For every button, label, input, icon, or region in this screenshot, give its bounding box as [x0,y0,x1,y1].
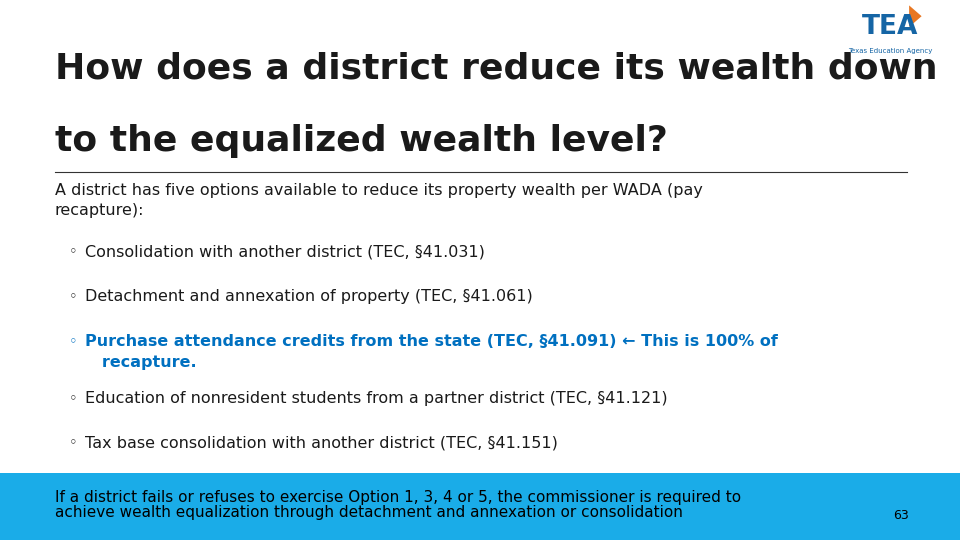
Text: ◦: ◦ [69,334,78,349]
Text: If a district fails or refuses to exercise Option 1, 3, 4 or 5, the commissioner: If a district fails or refuses to exerci… [55,490,741,505]
Text: Detachment and annexation of property (TEC, §41.061): Detachment and annexation of property (T… [85,289,533,305]
Text: ◦: ◦ [69,289,78,305]
Text: Purchase attendance credits from the state (TEC, §41.091) ← This is 100% of: Purchase attendance credits from the sta… [85,334,779,349]
Text: recapture):: recapture): [55,203,144,218]
Text: ◦: ◦ [69,391,78,406]
Text: Education of nonresident students from a partner district (TEC, §41.121): Education of nonresident students from a… [85,391,668,406]
Text: A district has five options available to reduce its property wealth per WADA (pa: A district has five options available to… [55,183,703,198]
Text: TEA: TEA [862,14,918,39]
Text: Tax base consolidation with another district (TEC, §41.151): Tax base consolidation with another dist… [85,436,559,451]
Text: ◦: ◦ [69,245,78,260]
Text: ◦: ◦ [69,436,78,451]
Text: 63: 63 [893,509,908,522]
Bar [0,472,960,540]
Text: Consolidation with another district (TEC, §41.031): Consolidation with another district (TEC… [85,245,486,260]
Text: Texas Education Agency: Texas Education Agency [848,48,932,53]
FancyBboxPatch shape [830,3,950,86]
Text: achieve wealth equalization through detachment and annexation or consolidation: achieve wealth equalization through deta… [55,505,683,520]
Text: recapture.: recapture. [85,355,197,370]
Polygon shape [909,5,922,27]
Text: How does a district reduce its wealth down: How does a district reduce its wealth do… [55,51,937,85]
Text: to the equalized wealth level?: to the equalized wealth level? [55,124,667,158]
